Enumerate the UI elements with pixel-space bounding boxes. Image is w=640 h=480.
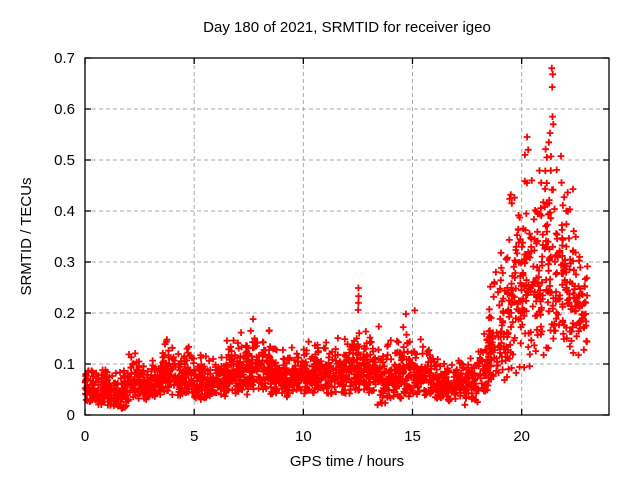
- x-tick-labels: 0 5 10 15 20: [81, 428, 530, 445]
- y-tick-label: 0: [67, 407, 75, 424]
- y-tick-labels: 0 0.1 0.2 0.3 0.4 0.5 0.6 0.7: [54, 50, 75, 424]
- y-tick-label: 0.5: [54, 152, 75, 169]
- plot-border: [84, 57, 610, 416]
- x-tick-label: 15: [404, 428, 421, 445]
- y-tick-label: 0.4: [54, 203, 75, 220]
- x-tick-label: 5: [190, 428, 198, 445]
- x-axis-label: GPS time / hours: [290, 453, 404, 470]
- chart-title: Day 180 of 2021, SRMTID for receiver ige…: [203, 19, 491, 36]
- scatter-marker-path: [81, 64, 591, 412]
- x-tick-label: 0: [81, 428, 89, 445]
- y-tick-label: 0.6: [54, 101, 75, 118]
- y-tick-label: 0.2: [54, 305, 75, 322]
- y-tick-label: 0.1: [54, 356, 75, 373]
- y-axis-label: SRMTID / TECUs: [18, 177, 35, 295]
- y-tick-label: 0.7: [54, 50, 75, 67]
- x-tick-label: 10: [295, 428, 312, 445]
- scatter-points: [81, 64, 591, 412]
- x-tick-label: 20: [513, 428, 530, 445]
- y-tick-label: 0.3: [54, 254, 75, 271]
